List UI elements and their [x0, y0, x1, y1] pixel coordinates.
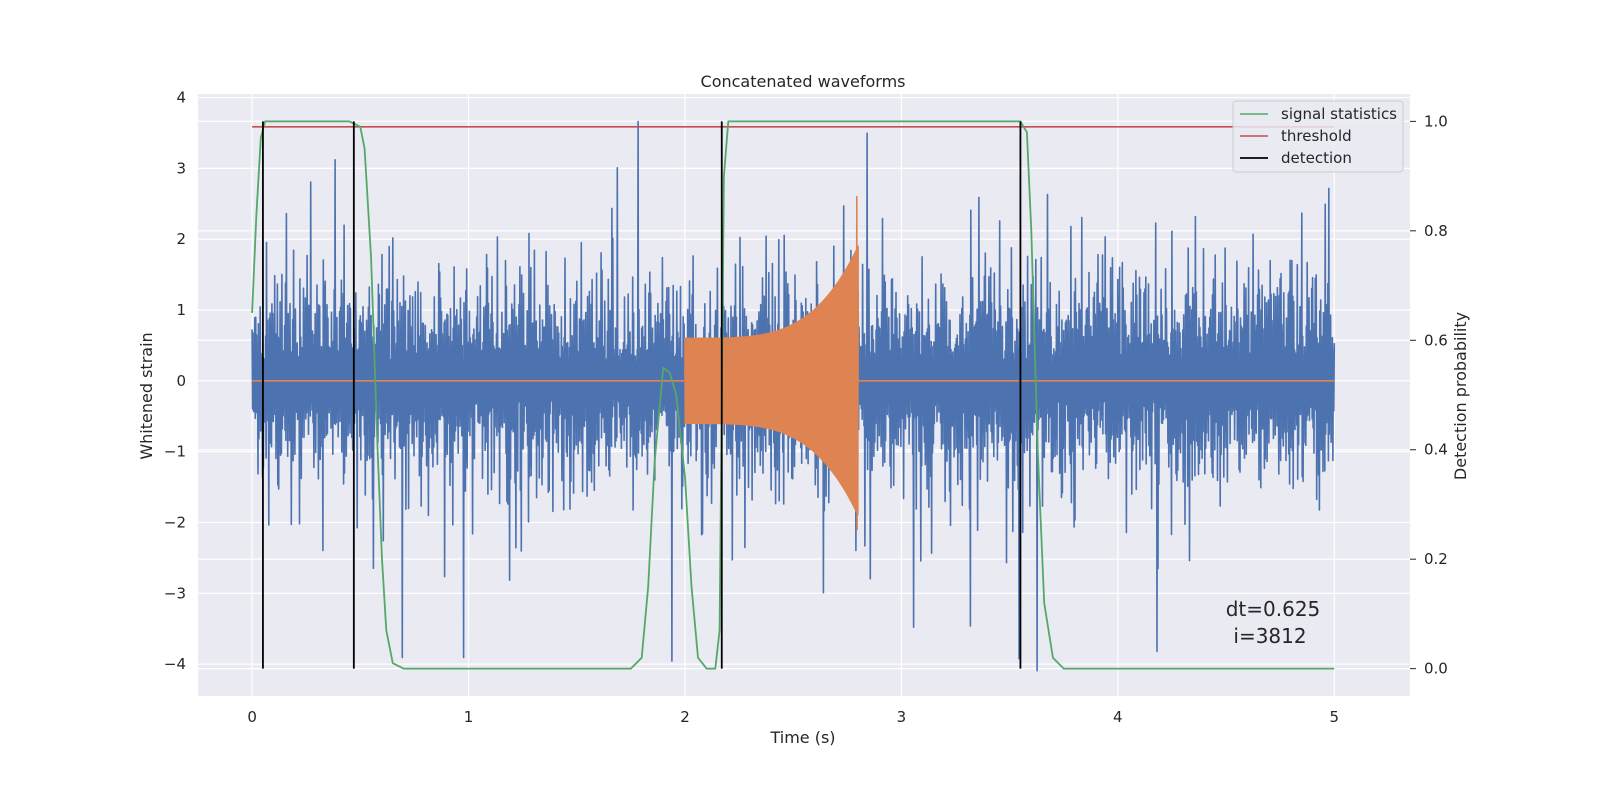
noise-strain-line — [251, 120, 1336, 672]
y2-tick-label: 0.0 — [1424, 660, 1448, 678]
legend: signal statistics threshold detection — [1232, 100, 1404, 173]
y-tick-label: −3 — [164, 584, 186, 602]
legend-label-detection: detection — [1281, 149, 1352, 167]
axis-ticks: 0 1 2 3 4 5 −4 −3 −2 −1 0 1 2 3 4 0.0 0.2 0.4 0.6 0.8 1.0 — [164, 89, 1448, 726]
y-tick-label: 1 — [176, 301, 186, 319]
x-tick-label: 0 — [247, 708, 257, 726]
signal-statistics-line — [251, 120, 1335, 670]
x-tick-label: 4 — [1113, 708, 1123, 726]
x-tick-label: 5 — [1329, 708, 1339, 726]
chart-title: Concatenated waveforms — [701, 72, 906, 91]
x-tick-label: 3 — [897, 708, 907, 726]
y2-axis-label: Detection probability — [1451, 312, 1470, 480]
y2-tick-label: 0.8 — [1424, 222, 1448, 240]
chirp-waveform-line — [252, 195, 1335, 531]
y-tick-label: 0 — [176, 372, 186, 390]
annotation-iteration: i=3812 — [1233, 624, 1306, 648]
y2-tick-label: 0.4 — [1424, 441, 1448, 459]
x-axis-label: Time (s) — [769, 728, 835, 747]
y-tick-label: 2 — [176, 230, 186, 248]
y-tick-label: 3 — [176, 159, 186, 177]
y2-tick-label: 0.6 — [1424, 331, 1448, 349]
legend-label-signal-statistics: signal statistics — [1281, 105, 1397, 123]
plot-series — [251, 120, 1336, 672]
x-tick-label: 1 — [464, 708, 474, 726]
y2-tick-label: 0.2 — [1424, 550, 1448, 568]
y-tick-label: −2 — [164, 513, 186, 531]
annotation-dt: dt=0.625 — [1226, 597, 1321, 621]
y-tick-label: 4 — [176, 89, 186, 107]
y-tick-label: −1 — [164, 443, 186, 461]
y-tick-label: −4 — [164, 655, 186, 673]
legend-label-threshold: threshold — [1281, 127, 1352, 145]
y2-tick-label: 1.0 — [1424, 112, 1448, 130]
y-axis-label: Whitened strain — [137, 332, 156, 459]
x-tick-label: 2 — [680, 708, 690, 726]
